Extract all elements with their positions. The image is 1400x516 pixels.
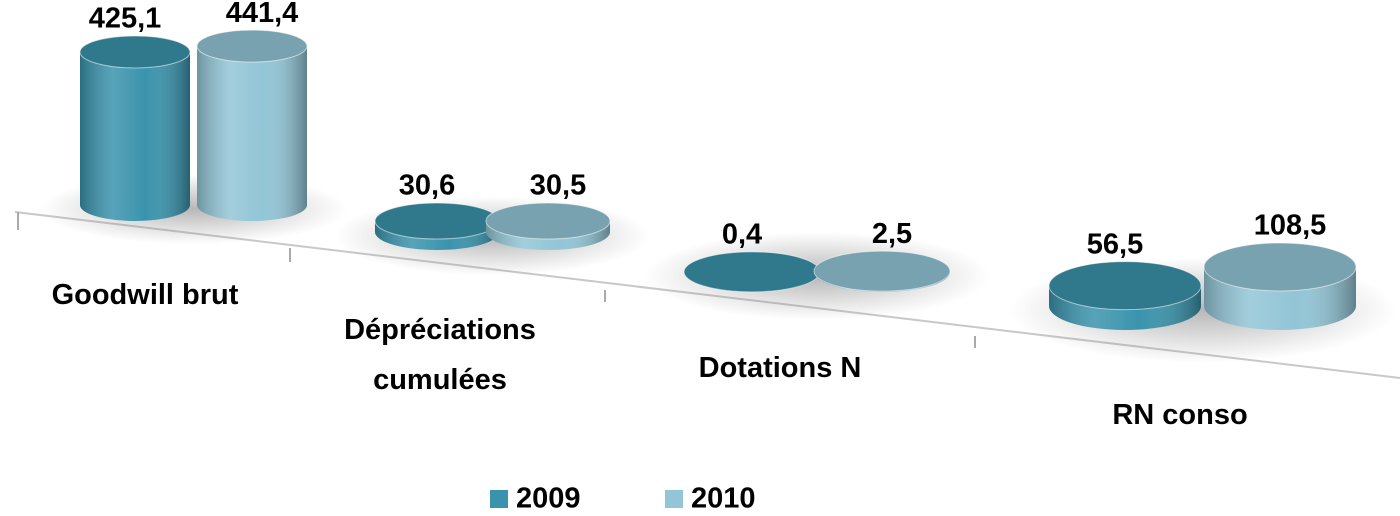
- cylinder-top: [374, 202, 500, 240]
- value-label: 30,5: [530, 170, 586, 202]
- category-label: RN conso: [1112, 399, 1248, 431]
- value-label: 0,4: [722, 219, 762, 251]
- category-label: Dotations N: [698, 352, 862, 384]
- cylinder-shading: [486, 221, 610, 250]
- value-label: 425,1: [89, 3, 162, 35]
- value-label: 56,5: [1087, 228, 1143, 260]
- legend-swatch: [490, 490, 508, 508]
- cylinder-top: [1203, 242, 1357, 292]
- cylinder-top: [683, 251, 821, 293]
- cylinder-top: [485, 202, 611, 240]
- cylinder-shading: [1204, 266, 1356, 330]
- cylinder-top: [813, 250, 951, 292]
- legend-swatch: [665, 490, 683, 508]
- cylinder-top: [79, 35, 191, 69]
- value-label: 30,6: [399, 170, 455, 202]
- category-ticks: [17, 212, 976, 348]
- value-label: 441,4: [226, 0, 299, 29]
- value-label: 108,5: [1254, 210, 1327, 242]
- cylinder-top: [1048, 261, 1202, 311]
- category-label: Dépréciations cumulées: [344, 314, 536, 396]
- cylinder-shading: [197, 46, 307, 221]
- cylinder-shading: [80, 51, 190, 221]
- cylinder-top: [196, 29, 308, 63]
- cylinder-shading: [375, 220, 499, 250]
- value-label: 2,5: [872, 218, 912, 250]
- legend-label: 2010: [691, 483, 756, 515]
- cylinder-shading: [1049, 285, 1201, 330]
- category-label: Goodwill brut: [51, 279, 239, 311]
- legend-label: 2009: [516, 483, 581, 515]
